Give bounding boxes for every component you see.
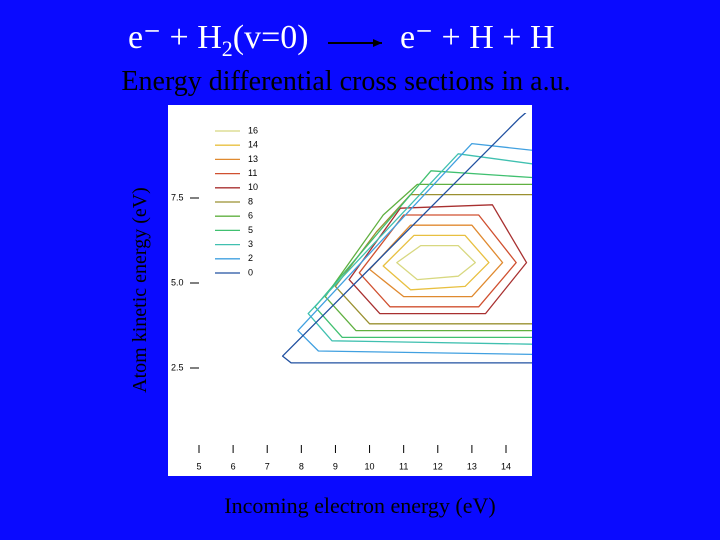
contour-line: [358, 214, 517, 308]
reaction-text: e⁻ + H: [128, 19, 222, 56]
x-tick-label: 11: [399, 461, 408, 471]
contour-line: [307, 153, 532, 345]
x-tick-label: 7: [265, 461, 270, 471]
contour-line: [314, 170, 532, 339]
legend-label: 16: [248, 125, 258, 135]
contour-line: [382, 234, 490, 291]
legend-label: 11: [248, 168, 257, 178]
legend-label: 10: [248, 182, 258, 192]
axes: 5 6 7 8 9 10 11 12 13 14 2.5 5.0 7.5 16 14 13 11 10 8 6 5 3 2 0: [171, 125, 511, 471]
contour-line: [334, 193, 532, 325]
x-tick-label: 5: [196, 461, 201, 471]
x-tick-label: 6: [231, 461, 236, 471]
contour-line: [297, 142, 532, 356]
x-tick-label: 14: [501, 461, 511, 471]
x-tick-label: 9: [333, 461, 338, 471]
y-axis-label: Atom kinetic energy (eV): [129, 187, 151, 393]
reaction-subscript: 2: [222, 36, 233, 61]
contour-line: [324, 183, 532, 332]
legend-label: 5: [248, 225, 253, 235]
x-tick-label: 13: [467, 461, 477, 471]
legend-label: 0: [248, 267, 253, 277]
reaction-arrowhead: [373, 39, 382, 47]
contour-line: [368, 224, 504, 298]
y-tick-label: 7.5: [171, 192, 184, 202]
reaction-right: e⁻ + H + H: [400, 19, 555, 56]
plot-area: [281, 113, 532, 364]
legend-label: 3: [248, 239, 253, 249]
x-tick-label: 8: [299, 461, 304, 471]
reaction-text: (v=0): [233, 19, 309, 56]
legend-label: 2: [248, 253, 253, 263]
subtitle: Energy differential cross sections in a.…: [121, 66, 570, 97]
contour-line: [281, 113, 532, 364]
x-axis-label: Incoming electron energy (eV): [224, 493, 495, 518]
legend-label: 6: [248, 211, 253, 221]
legend-label: 8: [248, 196, 253, 206]
y-tick-label: 2.5: [171, 362, 184, 372]
contour-line: [348, 204, 528, 315]
contour-line: [396, 244, 476, 281]
x-tick-label: 10: [365, 461, 375, 471]
legend-label: 13: [248, 154, 258, 164]
reaction-left: e⁻ + H2(v=0): [128, 19, 309, 61]
legend-label: 14: [248, 140, 258, 150]
y-tick-label: 5.0: [171, 277, 184, 287]
x-tick-label: 12: [433, 461, 443, 471]
